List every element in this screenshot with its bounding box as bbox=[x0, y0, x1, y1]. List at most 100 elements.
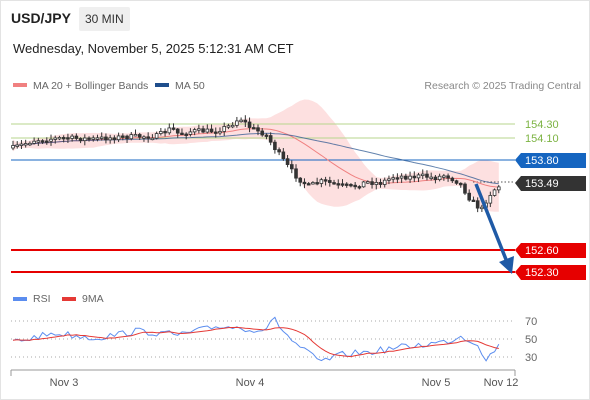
candle-bear bbox=[323, 179, 328, 182]
candle-bear bbox=[44, 140, 49, 143]
candle-bull bbox=[49, 138, 53, 142]
candle-bull bbox=[95, 137, 100, 140]
price-tag-152-30 bbox=[515, 265, 586, 280]
candle-bear bbox=[315, 182, 319, 185]
price-label-152-60: 152.60 bbox=[525, 245, 559, 257]
candle-bull bbox=[311, 182, 315, 185]
candle-bear bbox=[171, 127, 176, 130]
candle-bear bbox=[332, 182, 336, 185]
candle-bear bbox=[40, 140, 45, 143]
candle-bear bbox=[344, 183, 349, 186]
candle-bear bbox=[213, 131, 218, 134]
price-label-154-30: 154.30 bbox=[525, 119, 559, 131]
candle-bear bbox=[294, 168, 298, 179]
price-label-153-80: 153.80 bbox=[525, 155, 559, 167]
rsi-level-70: 70 bbox=[525, 316, 537, 328]
candle-bear bbox=[404, 175, 408, 180]
price-tag-152-60 bbox=[515, 243, 586, 258]
ma9-swatch-icon bbox=[62, 297, 76, 301]
legend-ma50: MA 50 bbox=[155, 80, 205, 92]
candle-bear bbox=[264, 134, 269, 137]
candle-bull bbox=[19, 143, 24, 146]
x-label-nov5: Nov 5 bbox=[422, 377, 451, 389]
candle-bull bbox=[235, 120, 239, 126]
candle-bull bbox=[205, 128, 210, 133]
symbol-title: USD/JPY bbox=[11, 10, 71, 26]
candle-bull bbox=[492, 189, 497, 196]
forecast-arrow-head-icon bbox=[499, 256, 514, 274]
candle-bear bbox=[353, 184, 357, 188]
candle-bear bbox=[471, 199, 476, 202]
candle-bull bbox=[192, 129, 197, 133]
candle-bear bbox=[328, 180, 332, 183]
credit-text: Research © 2025 Trading Central bbox=[424, 80, 581, 92]
candle-bear bbox=[446, 175, 450, 179]
price-label-152-30: 152.30 bbox=[525, 267, 559, 279]
candle-bear bbox=[251, 127, 256, 130]
candle-bull bbox=[429, 176, 433, 179]
candle-bull bbox=[159, 131, 163, 134]
price-label-153-49: 153.49 bbox=[525, 178, 559, 190]
ma50-line bbox=[12, 132, 499, 185]
candle-bear bbox=[66, 137, 70, 140]
candle-bear bbox=[273, 141, 277, 151]
legend-ma20-label: MA 20 + Bollinger Bands bbox=[33, 80, 149, 92]
candle-bull bbox=[15, 144, 20, 147]
candle-bull bbox=[222, 126, 227, 132]
ma50-swatch-icon bbox=[155, 83, 169, 88]
candle-bull bbox=[488, 195, 493, 204]
candle-bear bbox=[467, 192, 472, 201]
candle-bull bbox=[142, 136, 146, 139]
candle-bull bbox=[197, 128, 201, 131]
timeframe-button[interactable]: 30 MIN bbox=[79, 7, 130, 31]
candle-bear bbox=[78, 138, 83, 142]
candle-bull bbox=[408, 175, 412, 180]
candle-bull bbox=[226, 125, 231, 128]
candle-bear bbox=[340, 183, 345, 186]
candle-bear bbox=[370, 181, 374, 185]
candle-bear bbox=[268, 135, 273, 143]
candle-bull bbox=[382, 179, 387, 185]
candle-bear bbox=[378, 181, 383, 185]
candle-bull bbox=[28, 142, 32, 146]
forecast-arrow-line bbox=[474, 183, 509, 263]
candle-bull bbox=[319, 179, 324, 184]
candle-bear bbox=[458, 182, 463, 186]
candle-bull bbox=[116, 135, 121, 141]
ma20-swatch-icon bbox=[13, 83, 27, 88]
rsi-level-50: 50 bbox=[525, 334, 537, 346]
candle-bear bbox=[349, 184, 353, 187]
candle-bear bbox=[247, 121, 252, 128]
candle-bear bbox=[336, 183, 341, 186]
candle-bear bbox=[256, 127, 260, 132]
candle-bull bbox=[188, 131, 193, 135]
rsi-level-30: 30 bbox=[525, 352, 537, 364]
candle-bear bbox=[454, 180, 459, 184]
candle-bull bbox=[496, 186, 501, 191]
candle-bear bbox=[175, 128, 180, 134]
candle-bull bbox=[218, 131, 222, 134]
candle-bear bbox=[395, 177, 400, 180]
candle-bull bbox=[57, 137, 62, 140]
candle-bull bbox=[53, 137, 58, 140]
candle-bear bbox=[298, 177, 303, 183]
bollinger-band-area bbox=[13, 99, 499, 212]
candle-bull bbox=[387, 178, 391, 181]
candle-bull bbox=[480, 206, 484, 210]
candle-bull bbox=[70, 135, 74, 139]
candle-bull bbox=[374, 181, 379, 185]
candle-bull bbox=[23, 143, 28, 146]
candle-bull bbox=[416, 174, 421, 179]
candle-bull bbox=[366, 181, 370, 184]
candle-bear bbox=[112, 137, 117, 141]
candle-bear bbox=[302, 181, 307, 185]
candle-bear bbox=[104, 136, 108, 141]
candle-bull bbox=[399, 175, 404, 179]
candle-bear bbox=[87, 137, 91, 140]
price-tag-153-80 bbox=[515, 153, 586, 168]
candle-bull bbox=[11, 145, 15, 149]
candle-bull bbox=[420, 173, 425, 176]
price-label-154-10: 154.10 bbox=[525, 133, 559, 145]
candle-bear bbox=[412, 175, 417, 179]
rsi-legend-label: RSI bbox=[33, 293, 51, 305]
